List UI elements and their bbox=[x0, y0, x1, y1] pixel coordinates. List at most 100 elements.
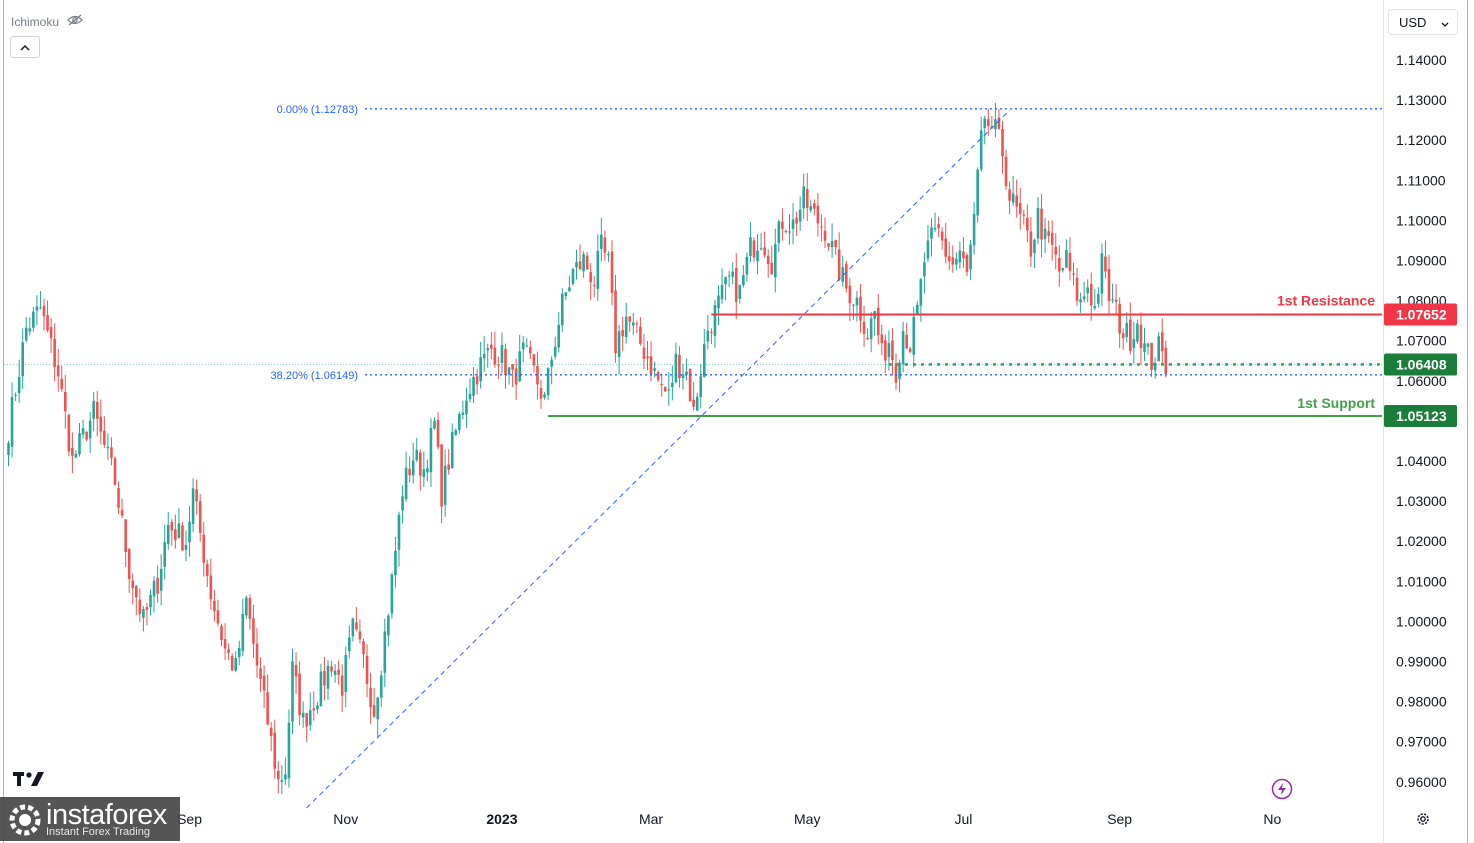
candle-body bbox=[699, 376, 703, 398]
collapse-legend-button[interactable] bbox=[10, 36, 40, 58]
candle-body bbox=[777, 221, 781, 244]
candle-body bbox=[415, 449, 419, 461]
candle-body bbox=[710, 331, 713, 333]
candle-body bbox=[383, 631, 387, 673]
candle-body bbox=[53, 338, 56, 368]
time-tick-label: Sep bbox=[177, 811, 202, 827]
candle-body bbox=[436, 419, 440, 448]
candle-body bbox=[337, 669, 340, 675]
price-tick-label: 1.03000 bbox=[1396, 493, 1447, 509]
candle-body bbox=[1026, 217, 1029, 231]
candle-body bbox=[845, 263, 848, 289]
candle-body bbox=[1029, 231, 1033, 257]
candle-body bbox=[206, 564, 209, 576]
candle-body bbox=[159, 568, 163, 591]
candle-body bbox=[301, 712, 305, 718]
candle-body bbox=[731, 271, 734, 277]
current-price-tag-bg bbox=[1384, 353, 1457, 376]
candle-body bbox=[589, 272, 592, 283]
candle-body bbox=[951, 257, 955, 265]
candle-body bbox=[184, 544, 188, 550]
candle-body bbox=[156, 577, 159, 594]
candle-body bbox=[813, 203, 816, 209]
candle-body bbox=[454, 430, 458, 435]
tradingview-logo-icon[interactable] bbox=[13, 770, 45, 793]
candle-body bbox=[1100, 253, 1104, 294]
chevron-up-icon bbox=[20, 38, 30, 56]
candle-body bbox=[46, 314, 49, 331]
time-tick-label: Sep bbox=[1107, 811, 1132, 827]
candle-body bbox=[962, 251, 965, 259]
lightning-icon[interactable] bbox=[1271, 778, 1293, 805]
candle-body bbox=[653, 368, 656, 371]
price-tick-label: 0.97000 bbox=[1396, 734, 1447, 750]
candle-body bbox=[269, 727, 273, 736]
candle-body bbox=[10, 397, 14, 447]
candle-body bbox=[706, 330, 710, 342]
candle-body bbox=[568, 287, 571, 292]
candle-body bbox=[663, 386, 667, 392]
candle-body bbox=[596, 250, 600, 289]
candle-body bbox=[404, 467, 408, 500]
support-label: 1st Support bbox=[1297, 395, 1375, 411]
candle-body bbox=[546, 368, 550, 396]
price-tick-label: 1.12000 bbox=[1396, 132, 1447, 148]
candle-body bbox=[103, 430, 106, 445]
candle-body bbox=[1001, 129, 1004, 157]
brand-name: instaforex bbox=[46, 799, 167, 831]
eye-off-icon[interactable] bbox=[67, 14, 83, 29]
candle-body bbox=[656, 371, 660, 381]
candle-body bbox=[99, 416, 103, 432]
candle-body bbox=[912, 316, 916, 355]
candle-body bbox=[834, 240, 837, 248]
price-tick-label: 1.04000 bbox=[1396, 453, 1447, 469]
candle-body bbox=[1047, 231, 1050, 237]
candle-body bbox=[135, 585, 138, 598]
candle-body bbox=[127, 548, 131, 580]
candle-body bbox=[667, 389, 671, 391]
candle-body bbox=[884, 340, 887, 361]
candle-body bbox=[284, 774, 287, 780]
candle-body bbox=[355, 622, 358, 630]
candle-body bbox=[774, 244, 777, 278]
candle-body bbox=[245, 597, 248, 616]
candle-body bbox=[323, 671, 326, 686]
candle-body bbox=[756, 250, 759, 262]
candle-body bbox=[376, 697, 379, 720]
gear-icon[interactable] bbox=[1415, 811, 1431, 832]
candle-body bbox=[213, 600, 216, 612]
price-tick-label: 0.98000 bbox=[1396, 694, 1447, 710]
candle-body bbox=[397, 514, 401, 550]
candle-body bbox=[539, 387, 543, 399]
candle-body bbox=[688, 368, 692, 402]
candle-body bbox=[56, 365, 60, 377]
candle-body bbox=[940, 231, 944, 241]
candle-body bbox=[60, 378, 64, 389]
candle-body bbox=[866, 337, 869, 340]
candle-body bbox=[742, 275, 745, 286]
currency-select[interactable]: USD bbox=[1388, 9, 1458, 35]
candle-body bbox=[901, 331, 905, 365]
frame-left-border bbox=[3, 0, 4, 843]
candle-body bbox=[1033, 239, 1036, 253]
candle-body bbox=[820, 226, 823, 228]
candle-body bbox=[447, 464, 450, 470]
instaforex-logo-icon bbox=[6, 802, 44, 843]
candle-body bbox=[67, 414, 71, 452]
candle-body bbox=[504, 348, 507, 376]
candle-body bbox=[600, 234, 603, 250]
candle-body bbox=[876, 307, 880, 336]
candle-body bbox=[28, 328, 32, 332]
fib-level-label: 0.00% (1.12783) bbox=[277, 104, 358, 116]
candle-body bbox=[1125, 322, 1129, 338]
candle-body bbox=[859, 296, 862, 321]
candles bbox=[7, 102, 1168, 795]
candle-body bbox=[1008, 189, 1011, 201]
candle-body bbox=[933, 227, 937, 230]
candle-body bbox=[209, 575, 213, 600]
candle-body bbox=[837, 249, 841, 280]
candle-body bbox=[95, 401, 99, 419]
indicator-legend[interactable]: Ichimoku bbox=[11, 14, 83, 29]
